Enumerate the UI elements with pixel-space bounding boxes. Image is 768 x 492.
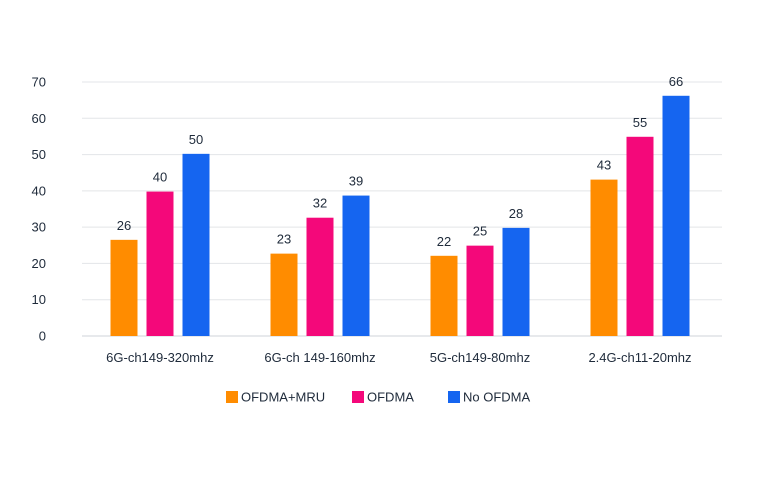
bar [270,253,298,336]
data-labels: 26 40 50 23 32 39 22 25 28 43 55 66 [117,74,683,249]
y-tick-label: 40 [32,183,46,198]
data-label: 25 [473,224,487,239]
gridlines [82,81,722,337]
x-category-label: 2.4G-ch11-20mhz [588,350,691,365]
legend-label: No OFDMA [463,390,531,405]
data-label: 22 [437,234,451,249]
data-label: 50 [189,132,203,147]
data-label: 32 [313,196,327,211]
x-category-label: 5G-ch149-80mhz [430,350,530,365]
bar [430,255,458,336]
x-axis-categories: 6G-ch149-320mhz 6G-ch 149-160mhz 5G-ch149-… [106,350,691,365]
x-category-label: 6G-ch149-320mhz [106,350,214,365]
bar [110,239,138,336]
y-tick-label: 30 [32,220,46,235]
legend: OFDMA+MRU OFDMA No OFDMA [226,390,531,405]
data-label: 66 [669,74,683,89]
y-tick-label: 10 [32,292,46,307]
data-label: 43 [597,158,611,173]
y-tick-label: 0 [39,329,46,344]
y-tick-label: 50 [32,147,46,162]
bar [182,153,210,336]
bars [110,95,690,336]
legend-item: OFDMA [352,390,414,405]
bar [662,95,690,336]
data-label: 40 [153,170,167,185]
legend-swatch [448,391,460,403]
legend-label: OFDMA+MRU [241,390,325,405]
legend-label: OFDMA [367,390,414,405]
x-category-label: 6G-ch 149-160mhz [264,350,375,365]
y-tick-label: 20 [32,256,46,271]
data-label: 55 [633,115,647,130]
y-tick-label: 70 [32,75,46,90]
data-label: 39 [349,174,363,189]
data-label: 28 [509,206,523,221]
bar [466,245,494,336]
y-tick-label: 60 [32,111,46,126]
bar [502,227,530,336]
legend-item: OFDMA+MRU [226,390,325,405]
y-axis-ticks: 0 10 20 30 40 50 60 70 [32,75,46,344]
legend-swatch [226,391,238,403]
legend-swatch [352,391,364,403]
legend-item: No OFDMA [448,390,531,405]
bar [342,195,370,336]
bar [306,217,334,336]
bar [590,179,618,336]
data-label: 26 [117,218,131,233]
bar [146,191,174,336]
bar [626,136,654,336]
data-label: 23 [277,232,291,247]
